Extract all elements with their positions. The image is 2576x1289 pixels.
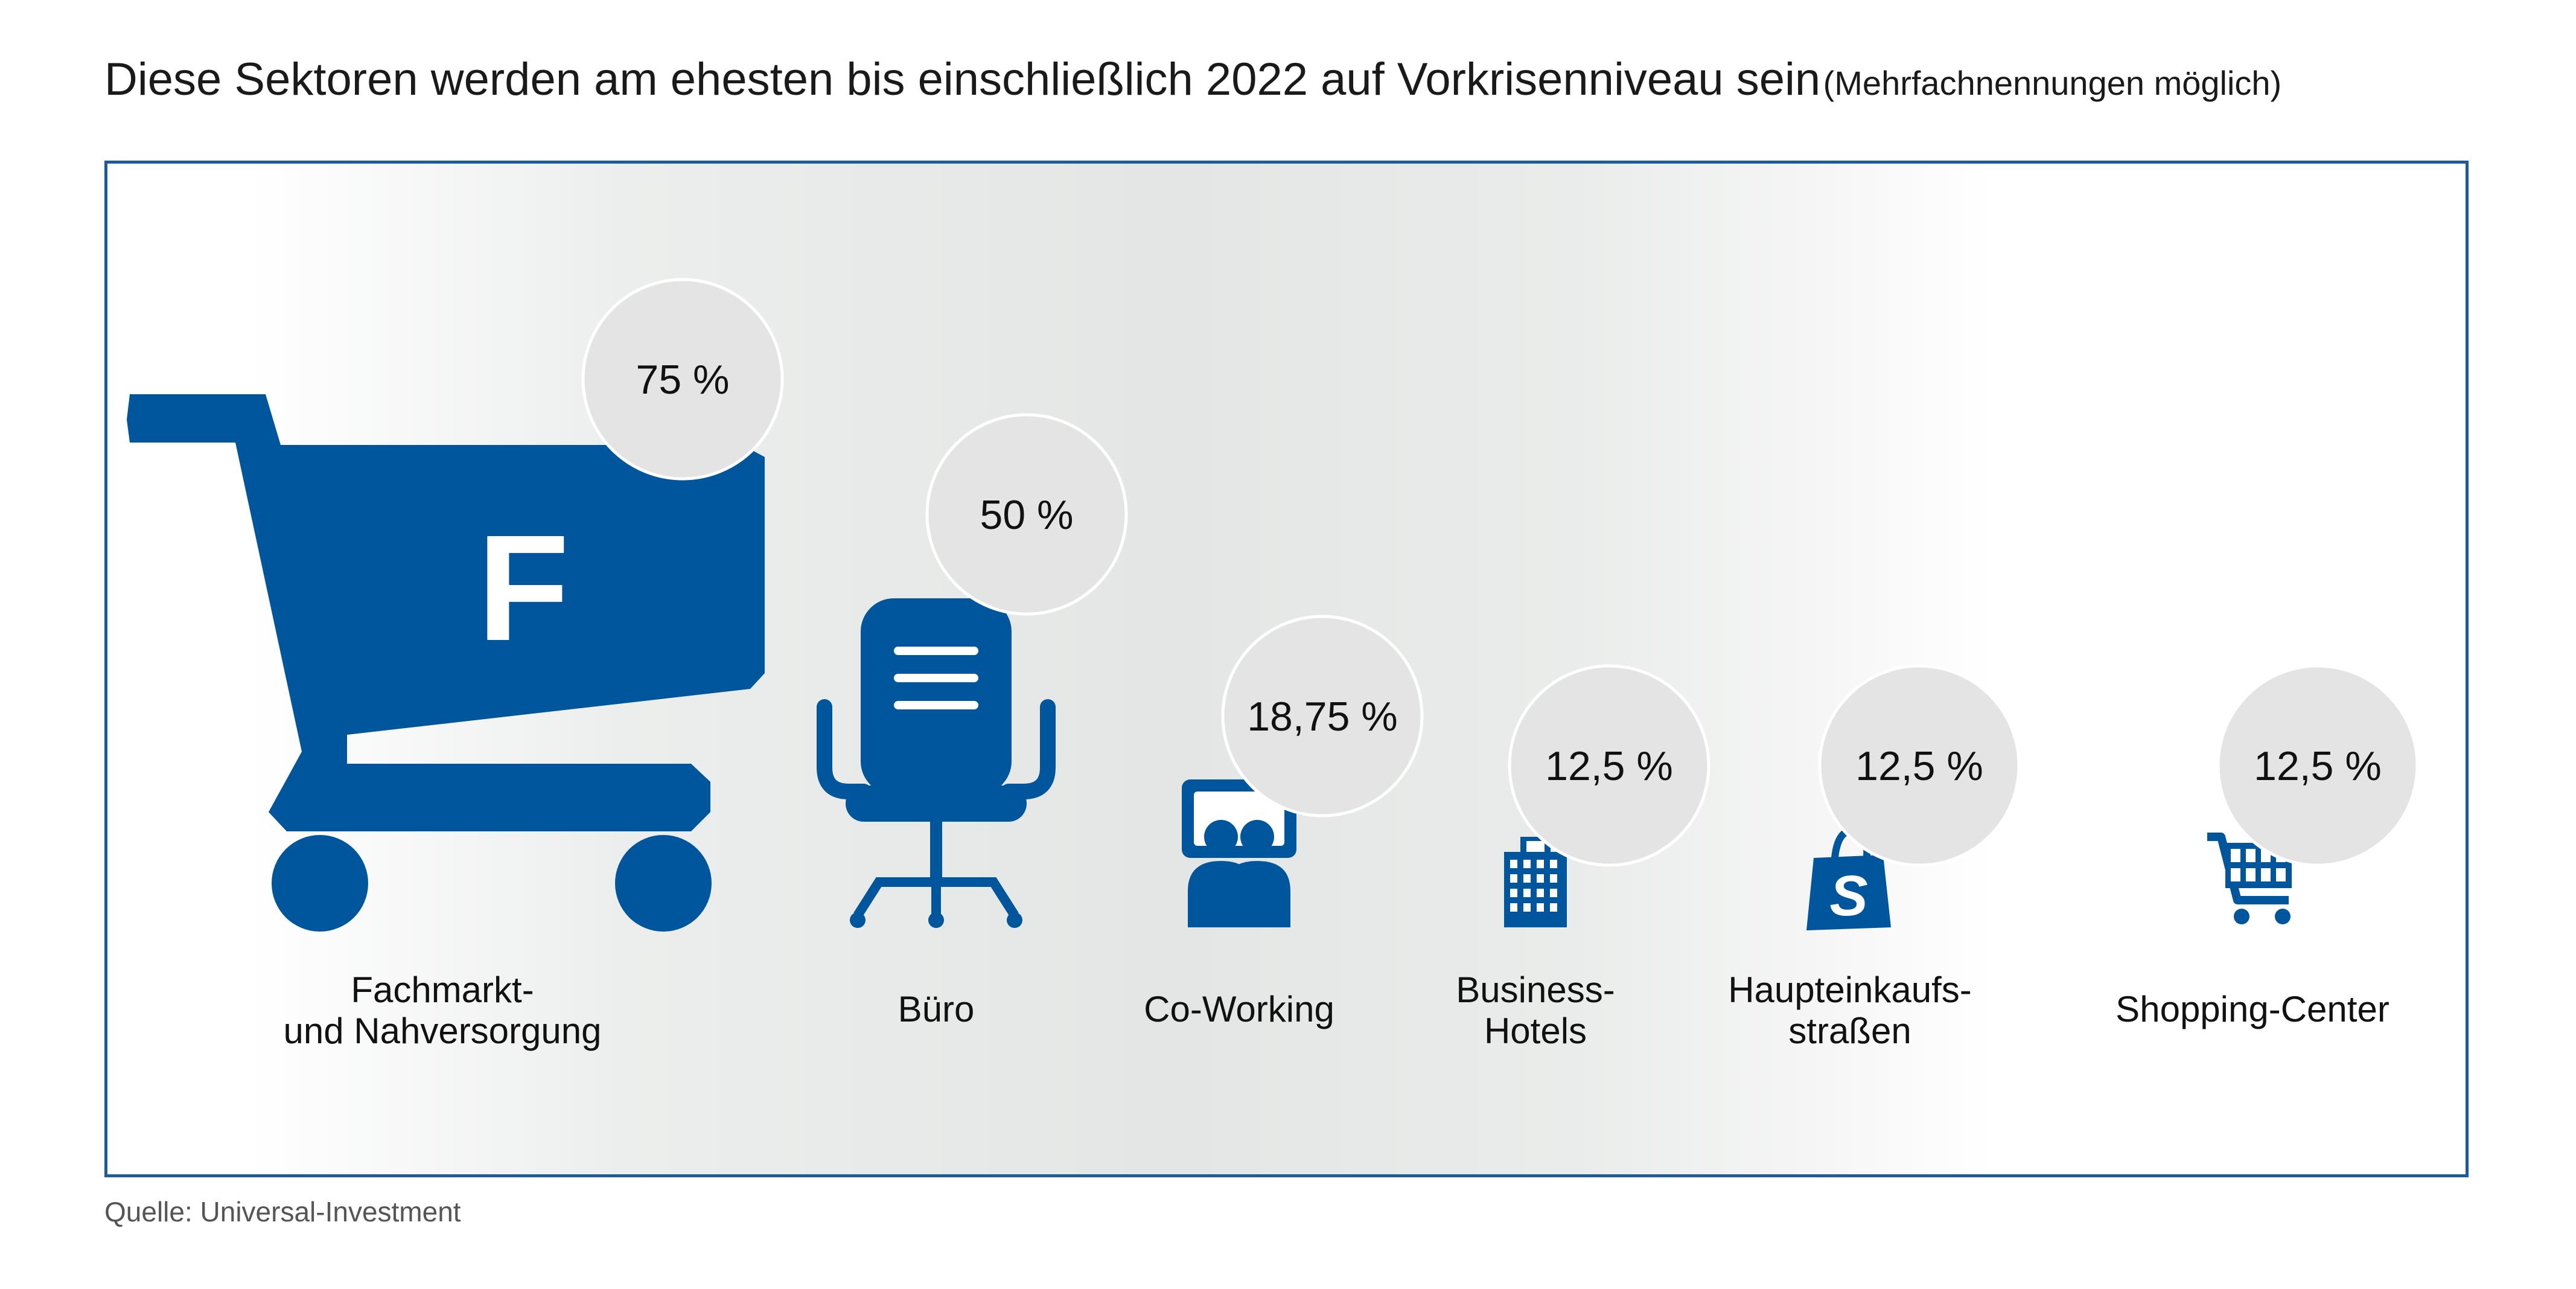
- title-main: Diese Sektoren werden am ehesten bis ein…: [104, 54, 1821, 105]
- chair-arm: [1001, 699, 1056, 799]
- office-chair-icon: [817, 598, 1056, 928]
- cart-cell: [2231, 849, 2240, 862]
- chair-wheel: [1007, 912, 1022, 928]
- source-note: Quelle: Universal-Investment: [104, 1196, 461, 1227]
- window: [1537, 874, 1544, 883]
- window: [1537, 860, 1544, 868]
- category-label-line: Business-: [1456, 970, 1615, 1010]
- chart-item-1: F 75 %: [127, 278, 784, 932]
- cart-body: [127, 394, 765, 831]
- window: [1523, 889, 1531, 897]
- window: [1537, 903, 1544, 912]
- window: [1510, 860, 1517, 868]
- chair-stripe: [894, 701, 978, 709]
- chart-panel: F 75 % 50 % 18,75 % 12,5 % S 12,5 % 12,5 % Fach…: [104, 161, 2469, 1177]
- category-label-line: Shopping-Center: [2115, 989, 2389, 1029]
- chart-item-2: 50 %: [817, 413, 1128, 928]
- window: [1523, 860, 1531, 868]
- chart-item-4: 12,5 %: [1504, 664, 1710, 927]
- chart-item-3: 18,75 %: [1182, 615, 1424, 927]
- window: [1510, 889, 1517, 897]
- person-head: [1204, 820, 1238, 854]
- bag-body: [1806, 855, 1891, 930]
- value-label: 12,5 %: [1855, 743, 1983, 789]
- category-label: Büro: [898, 989, 975, 1030]
- value-label: 50 %: [980, 492, 1074, 538]
- value-label: 18,75 %: [1247, 694, 1398, 740]
- chair-stripe: [894, 647, 978, 655]
- value-bubble: [1508, 664, 1710, 867]
- value-label: 75 %: [636, 357, 730, 403]
- category-label-line: Co-Working: [1144, 989, 1334, 1029]
- category-label-line: Büro: [897, 989, 975, 1029]
- value-bubble: [1818, 664, 2021, 867]
- chair-stripe: [894, 674, 978, 682]
- category-label-line: Fachmarkt-: [351, 970, 534, 1010]
- window: [1550, 874, 1557, 883]
- window: [1510, 903, 1517, 912]
- cart-letter: F: [477, 504, 570, 672]
- category-label: Business- Hotels: [1456, 970, 1615, 1052]
- window: [1550, 903, 1557, 912]
- window: [1550, 860, 1557, 868]
- cart-cell: [2231, 868, 2240, 881]
- person-head: [1240, 820, 1274, 854]
- category-label-line: und Nahversorgung: [283, 1011, 602, 1051]
- chart-svg: F 75 % 50 % 18,75 % 12,5 % S 12,5 % 12,5 %: [127, 278, 2419, 932]
- cart-cell: [2246, 849, 2256, 862]
- cart-wheel: [2275, 909, 2291, 924]
- category-label-line: straßen: [1788, 1011, 1911, 1051]
- category-label: Fachmarkt-und Nahversorgung: [283, 970, 601, 1052]
- category-label: Co-Working: [1144, 989, 1334, 1030]
- cart-cell: [2246, 868, 2256, 881]
- window: [1510, 874, 1517, 883]
- person-body: [1224, 861, 1290, 927]
- category-label: Haupteinkaufs-straßen: [1728, 970, 1972, 1052]
- cart-wheel: [2234, 909, 2249, 924]
- cart-wheel: [272, 835, 368, 932]
- sign-panel: [1526, 841, 1545, 852]
- cart-cell: [2276, 868, 2286, 881]
- value-bubble: [2216, 664, 2419, 867]
- category-label-line: Hotels: [1484, 1011, 1587, 1051]
- value-bubble: [581, 278, 784, 481]
- bag-letter: S: [1829, 864, 1867, 928]
- hotel-building-icon: [1504, 837, 1567, 927]
- value-label: 12,5 %: [1545, 743, 1673, 789]
- chair-post: [930, 819, 942, 882]
- chair-back: [861, 598, 1012, 795]
- window: [1523, 903, 1531, 912]
- category-label-line: Haupteinkaufs-: [1728, 970, 1972, 1010]
- chart-title: Diese Sektoren werden am ehesten bis ein…: [104, 43, 2549, 129]
- window: [1537, 889, 1544, 897]
- category-label: Shopping-Center: [2115, 989, 2389, 1030]
- shopping-cart-f-icon: F: [127, 394, 765, 932]
- title-subtitle: (Mehrfachnennungen möglich): [1823, 64, 2282, 102]
- window: [1550, 889, 1557, 897]
- cart-wheel: [615, 835, 712, 932]
- chart-item-6: 12,5 %: [2207, 664, 2419, 924]
- chair-arm: [817, 699, 872, 799]
- value-label: 12,5 %: [2254, 743, 2382, 789]
- cart-cell: [2261, 868, 2271, 881]
- value-bubble: [1221, 615, 1424, 817]
- chart-item-5: S 12,5 %: [1806, 664, 2021, 930]
- chair-wheel: [850, 912, 866, 928]
- shopping-bag-icon: S: [1806, 827, 1891, 930]
- chair-wheel: [928, 912, 944, 928]
- window: [1523, 874, 1531, 883]
- value-bubble: [925, 413, 1128, 616]
- chair-seat: [846, 785, 1027, 822]
